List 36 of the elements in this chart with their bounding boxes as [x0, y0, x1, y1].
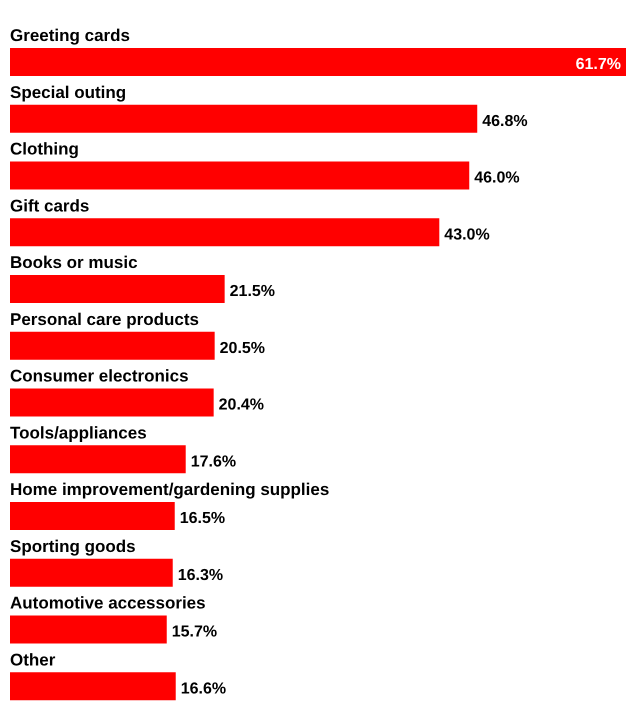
data-label: 21.5% — [230, 283, 276, 300]
data-label: 16.5% — [180, 510, 226, 527]
y-tick-label: Sporting goods — [10, 536, 136, 556]
y-tick-label: Home improvement/gardening supplies — [10, 480, 330, 499]
bar — [10, 162, 470, 190]
bar — [10, 672, 176, 700]
data-label: 61.7% — [576, 56, 621, 73]
y-tick-label: Special outing — [10, 82, 126, 102]
y-tick-label: Greeting cards — [10, 26, 130, 45]
y-tick-label: Tools/appliances — [10, 423, 147, 442]
data-label: 46.0% — [474, 170, 520, 186]
bar — [10, 616, 167, 644]
data-label: 17.6% — [190, 453, 236, 470]
bar — [10, 332, 215, 360]
data-label: 43.0% — [444, 226, 490, 244]
data-label: 16.3% — [178, 566, 224, 584]
data-label: 20.5% — [220, 340, 266, 357]
y-tick-label: Personal care products — [10, 310, 199, 329]
data-label: 15.7% — [172, 624, 218, 640]
data-label: 16.6% — [180, 680, 226, 698]
data-label: 20.4% — [218, 396, 264, 414]
bar — [10, 445, 186, 474]
bar — [10, 502, 175, 530]
y-tick-label: Gift cards — [10, 196, 90, 216]
bar — [10, 104, 478, 133]
y-tick-label: Consumer electronics — [10, 366, 189, 386]
bar — [10, 218, 440, 246]
y-tick-label: Other — [10, 650, 56, 670]
bar — [10, 388, 214, 416]
y-tick-label: Books or music — [10, 253, 138, 272]
bar — [10, 275, 225, 303]
y-tick-label: Automotive accessories — [10, 594, 206, 612]
y-tick-label: Clothing — [10, 140, 79, 158]
bar — [10, 558, 173, 587]
bar — [10, 48, 626, 76]
data-label: 46.8% — [482, 112, 528, 130]
